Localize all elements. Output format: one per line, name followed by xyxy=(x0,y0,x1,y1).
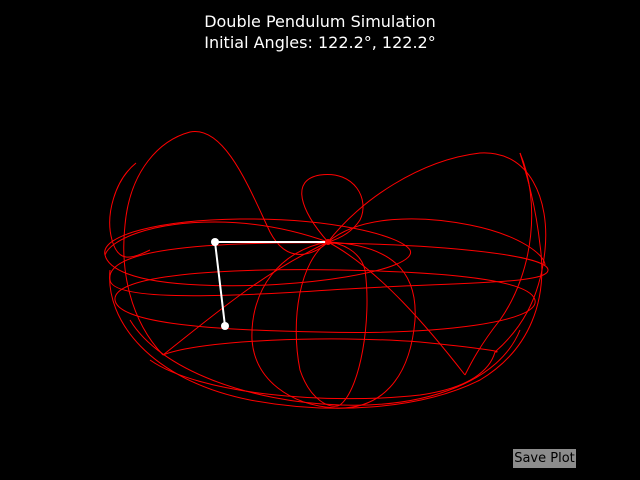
trace-band-5 xyxy=(149,351,496,400)
trace-right-band xyxy=(327,218,546,266)
trace-band-2 xyxy=(109,242,549,297)
trace-left-tall xyxy=(109,162,151,258)
trace-diagonal-2 xyxy=(327,241,466,376)
save-plot-button[interactable]: Save Plot xyxy=(513,449,576,468)
pendulum xyxy=(211,238,331,330)
pivot-marker xyxy=(325,239,331,245)
trace-loop-outer xyxy=(109,152,543,409)
trace-center-petal xyxy=(301,174,364,243)
trajectory-trace xyxy=(104,131,549,409)
trace-right-spike xyxy=(464,152,533,376)
plot-subtitle: Initial Angles: 122.2°, 122.2° xyxy=(204,33,436,52)
trace-lower-arc xyxy=(129,319,521,406)
plot-title: Double Pendulum Simulation xyxy=(204,12,436,31)
trace-center-big xyxy=(251,241,416,409)
trace-band-1 xyxy=(104,218,411,287)
trace-center-oval xyxy=(295,241,368,407)
trace-diagonal-1 xyxy=(162,241,329,356)
pendulum-arm-2 xyxy=(214,241,226,327)
trace-band-3 xyxy=(114,269,536,333)
trace-right-loop xyxy=(327,152,547,353)
bob-1 xyxy=(211,238,219,246)
trace-left-loop xyxy=(104,221,329,256)
trace-band-4 xyxy=(162,338,498,356)
bob-2 xyxy=(221,322,229,330)
trace-loop-left-arc xyxy=(123,131,329,356)
